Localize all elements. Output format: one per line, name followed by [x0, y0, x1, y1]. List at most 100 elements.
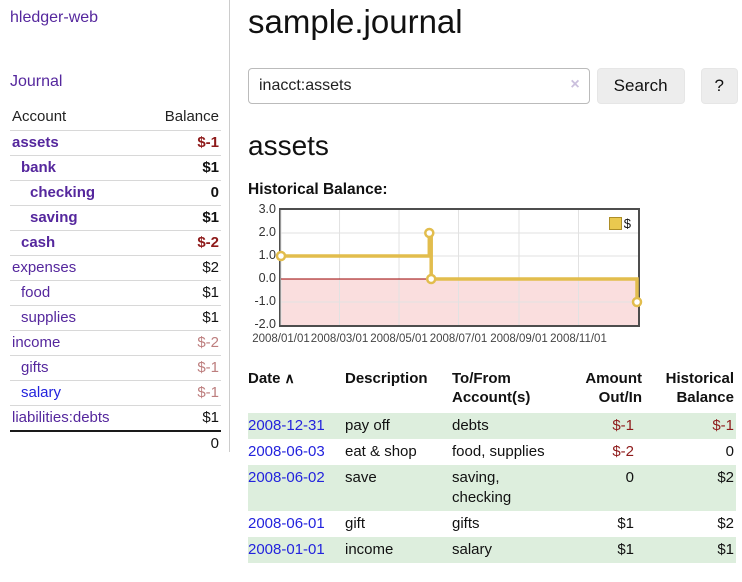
- account-row: gifts $-1: [10, 355, 221, 381]
- y-axis-tick-label: -1.0: [254, 294, 276, 308]
- register-cell-date: 2008-06-03: [248, 439, 345, 465]
- register-col-description: Description: [345, 370, 428, 387]
- chart-plot-area: $: [275, 208, 643, 327]
- y-axis-tick-label: 3.0: [258, 202, 276, 216]
- register-cell-date: 2008-06-02: [248, 465, 345, 511]
- accounts-header-row: Account Balance: [10, 106, 221, 131]
- account-balance: $-1: [143, 355, 221, 381]
- historical-balance-chart: $ 3.0 2.0 1.0 0.0 -1.0 -2.0 2008/01/01 2008/03…: [248, 202, 738, 350]
- register-cell-description: save: [345, 465, 452, 511]
- sidebar-account-link-food[interactable]: food: [21, 284, 51, 301]
- chart-heading: Historical Balance:: [248, 181, 388, 198]
- sidebar-account-link-income[interactable]: income: [12, 334, 61, 351]
- account-row: supplies $1: [10, 305, 221, 331]
- account-balance: $1: [143, 205, 221, 231]
- account-cell: salary: [10, 380, 144, 406]
- register-body: 2008-12-31 pay off debts $-1 $-1 2008-06-03 ea…: [248, 413, 736, 563]
- account-cell: saving: [10, 205, 144, 231]
- accounts-col-account: Account: [12, 108, 67, 125]
- sidebar-accounts-body: assets $-1 bank $1 checking 0 saving $1 cash $-2 e…: [10, 130, 221, 431]
- sidebar-account-link-salary[interactable]: salary: [21, 384, 62, 401]
- register-cell-accounts: saving, checking: [452, 465, 564, 511]
- transaction-date-link[interactable]: 2008-12-31: [248, 417, 325, 434]
- account-balance: $1: [143, 305, 221, 331]
- clear-search-icon[interactable]: ×: [570, 76, 580, 93]
- sidebar-account-link-gifts[interactable]: gifts: [21, 359, 49, 376]
- register-cell-date: 2008-12-31: [248, 413, 345, 439]
- legend-swatch-icon: [608, 217, 622, 230]
- y-axis-tick-label: 1.0: [258, 248, 276, 262]
- register-cell-description: income: [345, 537, 452, 563]
- transaction-date-link[interactable]: 2008-06-01: [248, 515, 325, 532]
- sidebar-account-link-supplies[interactable]: supplies: [21, 309, 77, 326]
- account-balance: $1: [143, 280, 221, 306]
- account-cell: cash: [10, 230, 144, 256]
- account-balance: 0: [143, 180, 221, 206]
- account-cell: checking: [10, 180, 144, 206]
- transaction-date-link[interactable]: 2008-06-02: [248, 469, 325, 486]
- account-row: salary $-1: [10, 380, 221, 406]
- register-cell-accounts: debts: [452, 413, 564, 439]
- account-cell: income: [10, 330, 144, 356]
- register-cell-accounts: salary: [452, 537, 564, 563]
- chart-legend: $: [608, 216, 631, 231]
- account-balance: $1: [143, 405, 221, 431]
- y-axis-tick-label: 2.0: [258, 225, 276, 239]
- main-panel: sample.journal × Search ? assets Histori…: [230, 0, 742, 563]
- sidebar-account-link-assets[interactable]: assets: [12, 134, 59, 151]
- x-axis-tick-label: 2008/05/01: [370, 333, 428, 345]
- account-heading: assets: [248, 130, 329, 161]
- account-row: saving $1: [10, 205, 221, 231]
- register-col-accounts: To/From Account(s): [452, 370, 531, 406]
- register-cell-amount: 0: [564, 465, 642, 511]
- transaction-date-link[interactable]: 2008-06-03: [248, 443, 325, 460]
- account-row: expenses $2: [10, 255, 221, 281]
- accounts-total-value: 0: [143, 430, 221, 456]
- register-cell-accounts: gifts: [452, 515, 480, 532]
- sidebar: hledger-web Journal Account Balance asse…: [0, 0, 230, 456]
- account-row: bank $1: [10, 155, 221, 181]
- register-col-date: Date ∧: [248, 370, 295, 387]
- account-balance: $2: [143, 255, 221, 281]
- account-row: cash $-2: [10, 230, 221, 256]
- account-balance: $-2: [143, 330, 221, 356]
- register-cell-amount: $-2: [612, 443, 634, 460]
- register-header-row: Date ∧ Description To/From Account(s) Amou…: [248, 367, 736, 413]
- account-row: food $1: [10, 280, 221, 306]
- register-row: 2008-06-03 eat & shop food, supplies $-2 0: [248, 439, 736, 465]
- register-cell-amount: $1: [564, 537, 642, 563]
- app-brand-link[interactable]: hledger-web: [10, 9, 99, 26]
- sidebar-account-link-saving[interactable]: saving: [30, 209, 78, 226]
- page-title: sample.journal: [248, 3, 463, 40]
- search-button[interactable]: Search: [596, 68, 685, 104]
- account-row: checking 0: [10, 180, 221, 206]
- search-input-wrap: ×: [248, 68, 590, 104]
- sidebar-account-link-checking[interactable]: checking: [30, 184, 96, 201]
- account-cell: gifts: [10, 355, 144, 381]
- account-cell: bank: [10, 155, 144, 181]
- register-cell-date: 2008-06-01: [248, 511, 345, 537]
- sidebar-account-link-liabilities-debts[interactable]: liabilities:debts: [12, 409, 110, 426]
- help-button[interactable]: ?: [700, 68, 738, 104]
- y-axis-tick-label: 0.0: [258, 271, 276, 285]
- account-cell: liabilities:debts: [10, 405, 144, 431]
- account-row: income $-2: [10, 330, 221, 356]
- search-input[interactable]: [248, 68, 590, 104]
- register-row: 2008-12-31 pay off debts $-1 $-1: [248, 413, 736, 439]
- transaction-date-link[interactable]: 2008-01-01: [248, 541, 325, 558]
- register-cell-balance: $2: [717, 515, 734, 532]
- register-cell-amount: $-1: [564, 413, 642, 439]
- account-balance: $-1: [143, 380, 221, 406]
- account-balance: $-2: [143, 230, 221, 256]
- account-balance: $-1: [143, 130, 221, 156]
- sidebar-account-link-cash[interactable]: cash: [21, 234, 56, 251]
- register-cell-balance: $-1: [642, 413, 736, 439]
- sidebar-account-link-expenses[interactable]: expenses: [12, 259, 77, 276]
- y-axis-tick-label: -2.0: [254, 317, 276, 331]
- sidebar-account-link-bank[interactable]: bank: [21, 159, 57, 176]
- search-form: × Search ?: [248, 68, 738, 104]
- sidebar-item-journal[interactable]: Journal: [10, 73, 63, 90]
- account-row: liabilities:debts $1: [10, 405, 221, 431]
- register-cell-description: eat & shop: [345, 443, 417, 460]
- register-cell-amount: $1: [617, 515, 634, 532]
